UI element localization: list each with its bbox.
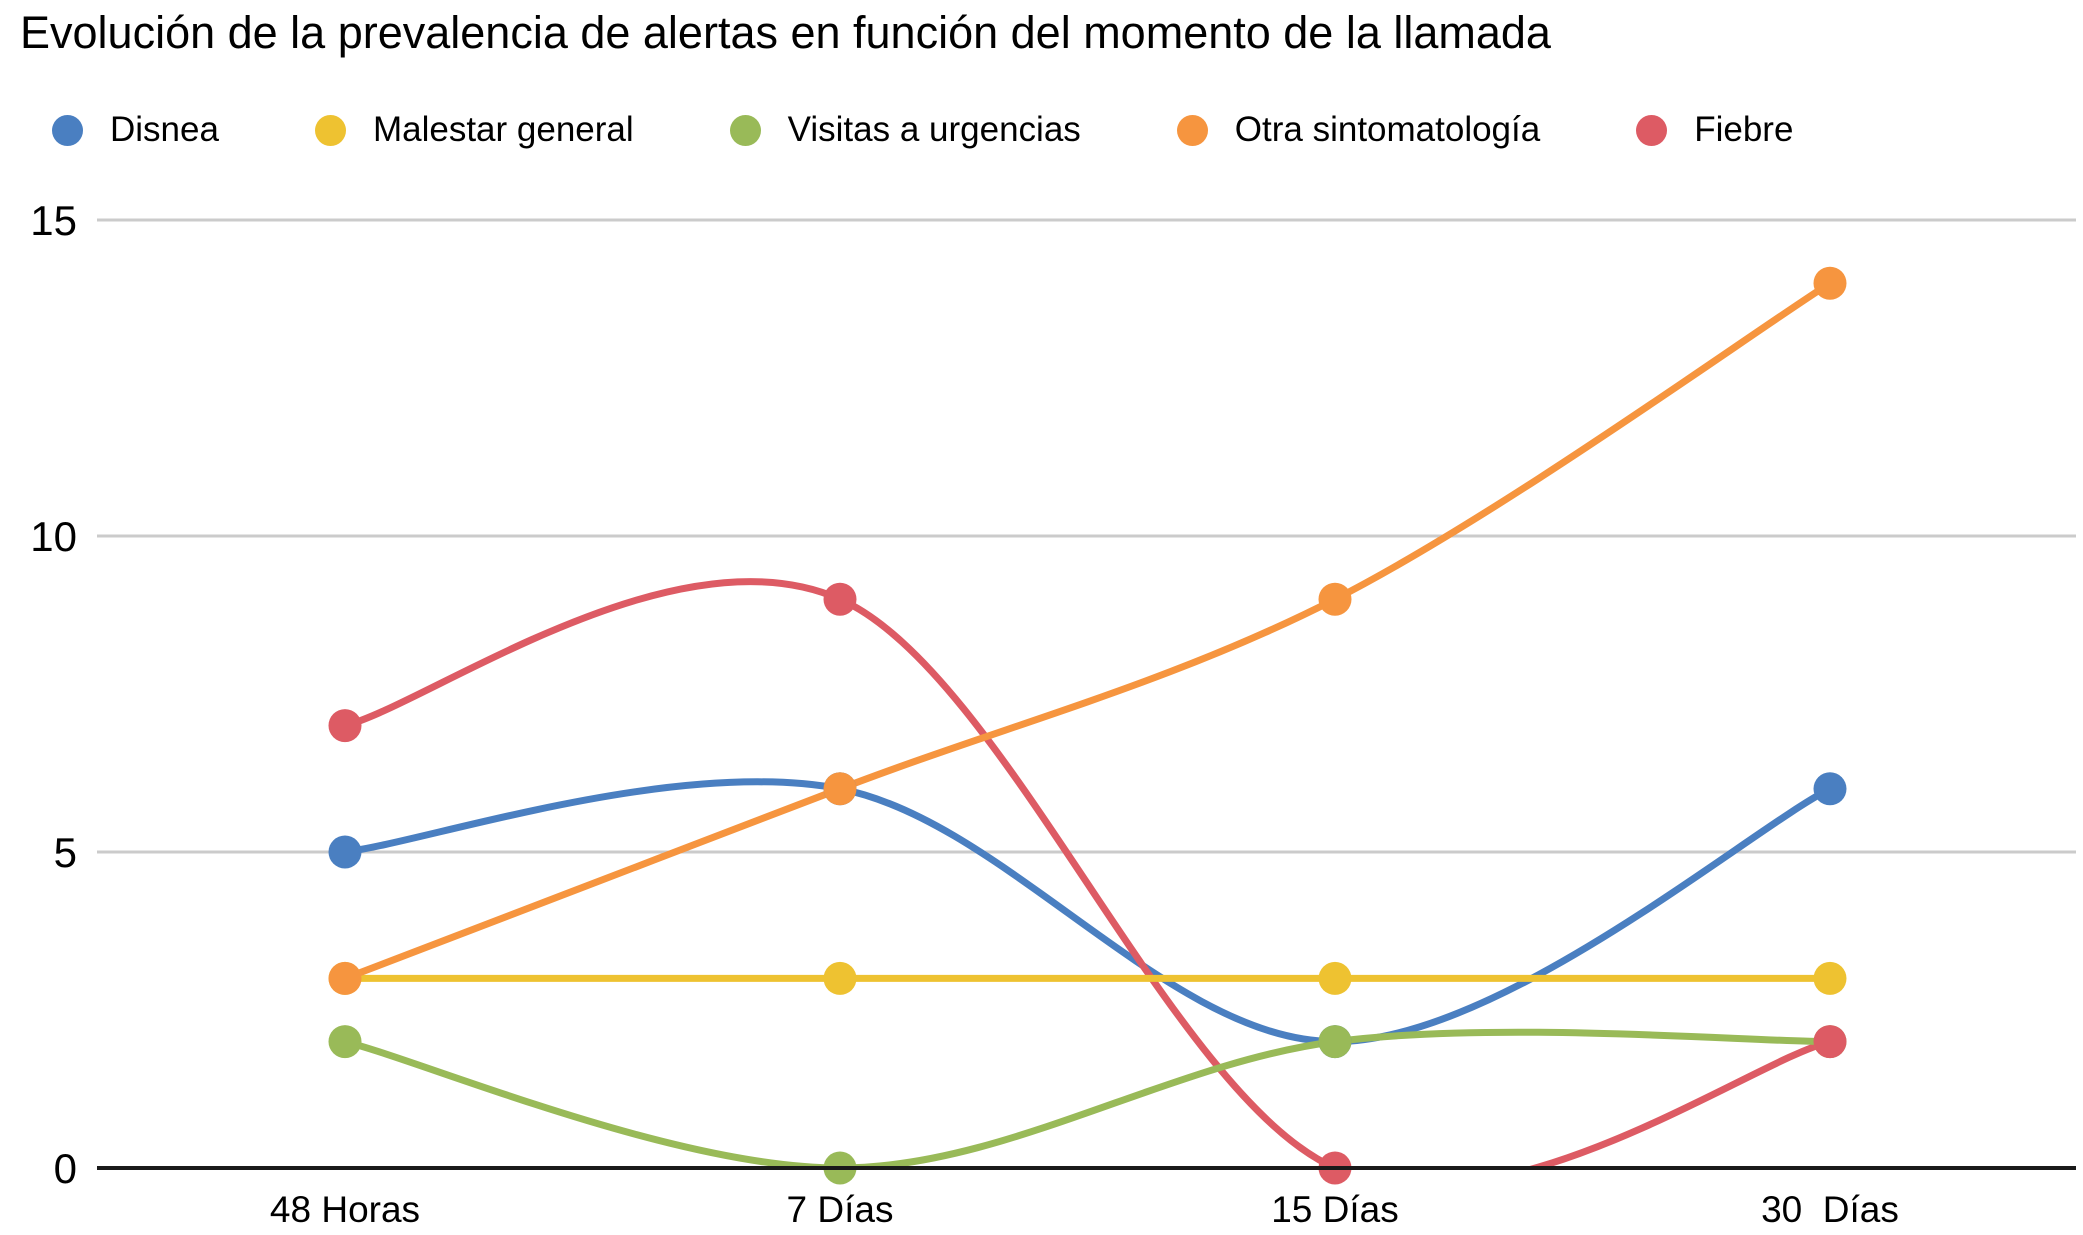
- legend-color-dot: [314, 114, 346, 146]
- legend-label: Otra sintomatología: [1234, 110, 1541, 149]
- data-point-visitas-a-urgencias-2: [1318, 1025, 1352, 1059]
- chart-title: Evolución de la prevalencia de alertas e…: [20, 7, 1551, 58]
- data-point-malestar-general-1: [823, 961, 857, 995]
- legend-item-visitas-a-urgencias: Visitas a urgencias: [729, 110, 1081, 150]
- data-point-malestar-general-2: [1318, 961, 1352, 995]
- x-tick-label-0: 48 Horas: [270, 1189, 420, 1230]
- y-tick-label-0: 0: [54, 1145, 77, 1192]
- data-point-disnea-3: [1813, 772, 1847, 806]
- data-point-otra-sintomatologia-3: [1813, 266, 1847, 300]
- y-tick-label-10: 10: [30, 513, 77, 560]
- series-line-fiebre: [344, 578, 1831, 1168]
- legend-label: Disnea: [110, 110, 219, 149]
- legend-color-dot: [1636, 114, 1668, 146]
- legend-color-dot: [52, 114, 83, 146]
- legend-label: Malestar general: [372, 110, 634, 149]
- data-point-visitas-a-urgencias-0: [328, 1025, 362, 1059]
- x-tick-label-2: 15 Días: [1271, 1189, 1399, 1230]
- y-tick-label-15: 15: [30, 197, 77, 244]
- data-point-malestar-general-3: [1813, 961, 1847, 995]
- series-lines: [343, 280, 1832, 1168]
- legend-label: Visitas a urgencias: [787, 110, 1081, 149]
- y-tick-label-5: 5: [54, 829, 77, 876]
- data-point-fiebre-1: [823, 582, 857, 616]
- legend-item-otra-sintomatologia: Otra sintomatología: [1176, 110, 1541, 150]
- legend-color-dot: [729, 114, 761, 146]
- data-point-fiebre-3: [1813, 1025, 1847, 1059]
- x-tick-label-3: 30 Días: [1761, 1189, 1899, 1230]
- legend-item-disnea: Disnea: [52, 110, 219, 150]
- series-line-disnea: [344, 778, 1832, 1046]
- legend-item-malestar-general: Malestar general: [314, 110, 634, 150]
- data-point-disnea-0: [328, 835, 362, 869]
- series-line-otra-sintomatologia: [343, 280, 1832, 982]
- legend: Disnea Malestar general Visitas a urgencia…: [52, 110, 1793, 150]
- x-tick-label-1: 7 Días: [787, 1189, 894, 1230]
- legend-label: Fiebre: [1694, 110, 1794, 149]
- data-point-otra-sintomatologia-0: [328, 961, 362, 995]
- series-line-visitas-a-urgencias: [344, 1028, 1831, 1168]
- data-point-otra-sintomatologia-2: [1318, 582, 1352, 616]
- legend-item-fiebre: Fiebre: [1636, 110, 1793, 150]
- data-point-fiebre-0: [328, 709, 362, 743]
- data-point-otra-sintomatologia-1: [823, 772, 857, 806]
- legend-color-dot: [1176, 114, 1208, 146]
